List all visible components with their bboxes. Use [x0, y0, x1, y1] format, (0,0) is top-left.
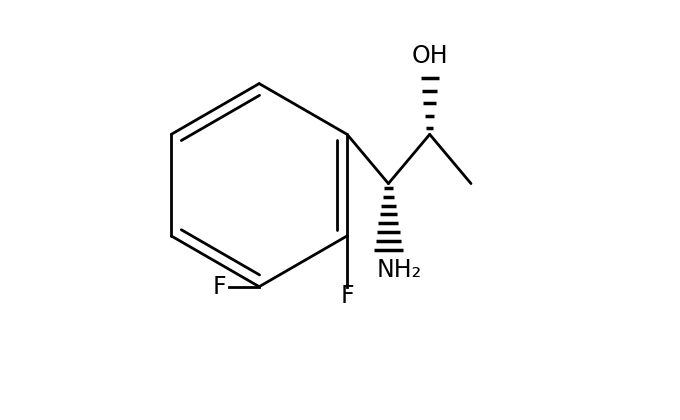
- Text: OH: OH: [411, 44, 448, 68]
- Text: NH₂: NH₂: [376, 258, 422, 282]
- Text: F: F: [340, 284, 354, 308]
- Text: F: F: [213, 275, 226, 299]
